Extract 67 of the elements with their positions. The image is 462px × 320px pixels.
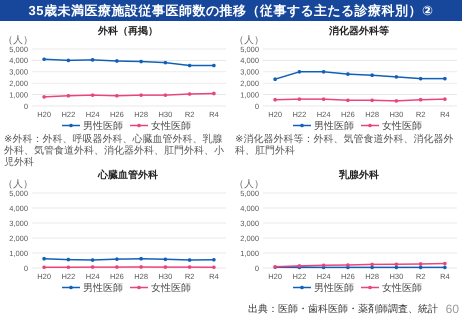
point	[115, 265, 119, 269]
point	[139, 256, 143, 260]
text: 35歳未満医療施設従事医師数の推移（従事する主たる診療科別）②	[28, 3, 434, 18]
point	[66, 94, 70, 98]
legend-label: 男性医師	[83, 120, 123, 132]
point	[42, 256, 46, 260]
point	[66, 58, 70, 62]
point	[212, 64, 216, 68]
point	[212, 258, 216, 262]
point	[346, 98, 350, 102]
y-axis-title: （人）	[234, 35, 264, 46]
text: ※消化器外科等：外科、気管食道外科、消化器外科、肛門外科	[235, 133, 454, 156]
point	[164, 265, 168, 269]
point	[139, 265, 143, 269]
point	[443, 97, 447, 101]
point	[394, 75, 398, 79]
point	[42, 57, 46, 62]
point	[322, 97, 326, 101]
point	[370, 98, 374, 102]
legend-label: 女性医師	[151, 282, 191, 294]
point	[212, 265, 216, 270]
legend-label: 男性医師	[314, 282, 354, 294]
legend-label: 男性医師	[83, 282, 123, 294]
point	[273, 98, 277, 102]
point	[188, 265, 192, 269]
point	[90, 265, 94, 269]
legend-label: 女性医師	[382, 120, 422, 132]
point	[346, 72, 350, 76]
point	[164, 258, 168, 262]
point	[322, 70, 326, 74]
chart-title: 乳腺外科	[338, 169, 379, 181]
point	[188, 258, 192, 262]
point	[42, 265, 46, 270]
point	[42, 95, 46, 99]
point	[139, 60, 143, 64]
point	[115, 59, 119, 63]
chart-title: 外科（再掲）	[97, 25, 158, 37]
point	[188, 92, 192, 96]
point	[139, 93, 143, 97]
point	[370, 73, 374, 78]
legend-label: 男性医師	[314, 120, 354, 132]
point	[418, 98, 422, 102]
y-axis-title: （人）	[234, 179, 264, 190]
legend-label: 女性医師	[382, 282, 422, 294]
point	[394, 99, 398, 103]
point	[418, 76, 422, 80]
point	[188, 64, 192, 68]
source-note: 出典：医師・歯科医師・薬剤師調査、統計	[248, 303, 438, 315]
y-axis-title: （人）	[3, 35, 33, 46]
point	[164, 60, 168, 64]
legend-label: 女性医師	[151, 120, 191, 132]
point	[66, 258, 70, 262]
point	[90, 93, 94, 97]
point	[164, 93, 168, 97]
chart-title: 消化器外科等	[328, 25, 389, 37]
y-axis-title: （人）	[3, 179, 33, 190]
point	[273, 77, 277, 82]
point	[298, 97, 302, 101]
point	[90, 58, 94, 62]
point	[90, 258, 94, 262]
point	[298, 70, 302, 74]
text: ※外科：外科、呼吸器外科、心臓血管外科、乳腺外科、気管食道外科、消化器外科、肛門外科、小児外科	[4, 133, 224, 168]
point	[212, 92, 216, 96]
chart-title: 心臓血管外科	[97, 169, 158, 181]
point	[115, 257, 119, 261]
point	[443, 76, 447, 80]
text: 60	[446, 302, 460, 316]
